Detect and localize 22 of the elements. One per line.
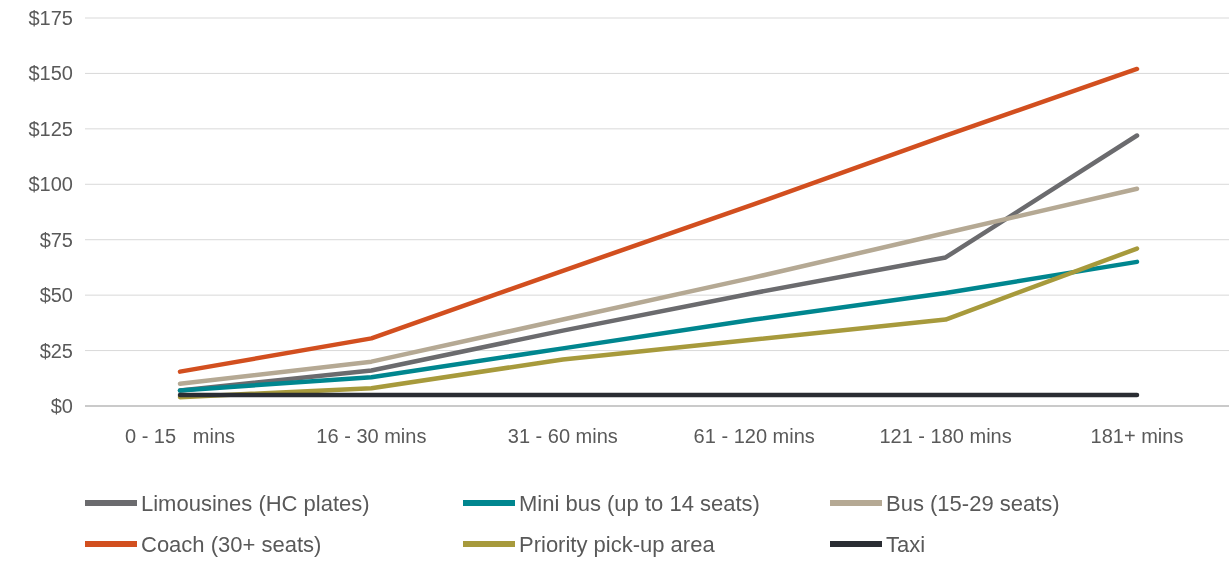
x-tick-label: 31 - 60 mins: [507, 425, 618, 447]
legend-label: Priority pick-up area: [519, 531, 716, 557]
x-tick-label: 121 - 180 mins: [879, 425, 1012, 447]
legend-label: Coach (30+ seats): [141, 531, 322, 557]
line-series: [177, 186, 1140, 387]
legend-label: Limousines (HC plates): [141, 490, 370, 516]
y-tick-label: $50: [39, 284, 73, 307]
y-tick-label: $150: [28, 62, 73, 85]
x-tick-label: 16 - 30 mins: [316, 425, 427, 447]
y-tick-label: $0: [50, 395, 73, 417]
legend-label: Bus (15-29 seats): [886, 490, 1060, 516]
line-series: [177, 66, 1140, 374]
y-tick-label: $175: [28, 7, 73, 29]
y-tick-label: $25: [39, 339, 73, 362]
y-tick-label: $125: [28, 117, 73, 140]
legend-label: Taxi: [886, 531, 926, 557]
y-tick-label: $100: [28, 173, 73, 196]
x-tick-label: 61 - 120 mins: [693, 425, 815, 447]
x-tick-label: 181+ mins: [1090, 425, 1184, 447]
legend-label: Mini bus (up to 14 seats): [519, 490, 760, 516]
x-tick-label: 0 - 15 mins: [124, 425, 236, 447]
y-tick-label: $75: [39, 228, 73, 251]
